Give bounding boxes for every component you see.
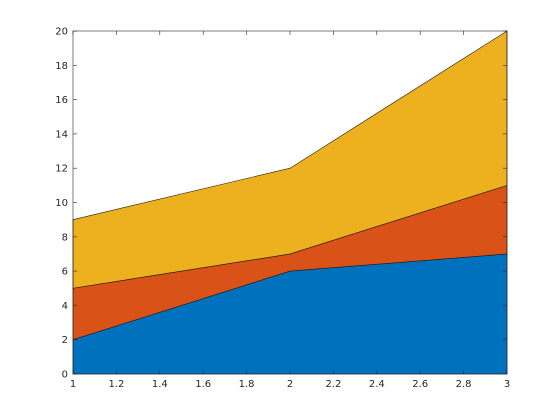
y-tick-label: 14 <box>55 129 68 140</box>
x-tick-label: 2.2 <box>325 379 341 390</box>
y-tick-label: 6 <box>62 267 68 278</box>
y-axis-ticks: 0 2 4 6 8 10 12 14 16 18 20 <box>55 27 507 381</box>
y-tick-label: 4 <box>62 301 68 312</box>
y-tick-label: 2 <box>62 335 68 346</box>
x-axis-ticks: 1 1.2 1.4 1.6 1.8 2 2.2 2.4 2.6 2.8 3 <box>70 31 510 390</box>
x-tick-label: 3 <box>504 379 510 390</box>
y-tick-label: 8 <box>62 232 68 243</box>
x-tick-label: 2 <box>287 379 293 390</box>
y-tick-label: 20 <box>55 27 68 38</box>
x-tick-label: 1.4 <box>152 379 168 390</box>
y-tick-label: 0 <box>62 370 68 381</box>
x-tick-label: 2.4 <box>369 379 385 390</box>
x-tick-label: 1.8 <box>239 379 255 390</box>
area-layer <box>72 30 508 375</box>
x-tick-label: 2.6 <box>412 379 428 390</box>
x-tick-label: 2.8 <box>456 379 472 390</box>
y-tick-label: 16 <box>55 95 68 106</box>
y-tick-label: 10 <box>55 198 68 209</box>
x-tick-label: 1 <box>70 379 76 390</box>
x-tick-label: 1.2 <box>108 379 124 390</box>
y-tick-label: 12 <box>55 164 68 175</box>
x-tick-label: 1.6 <box>195 379 211 390</box>
y-tick-label: 18 <box>55 61 68 72</box>
